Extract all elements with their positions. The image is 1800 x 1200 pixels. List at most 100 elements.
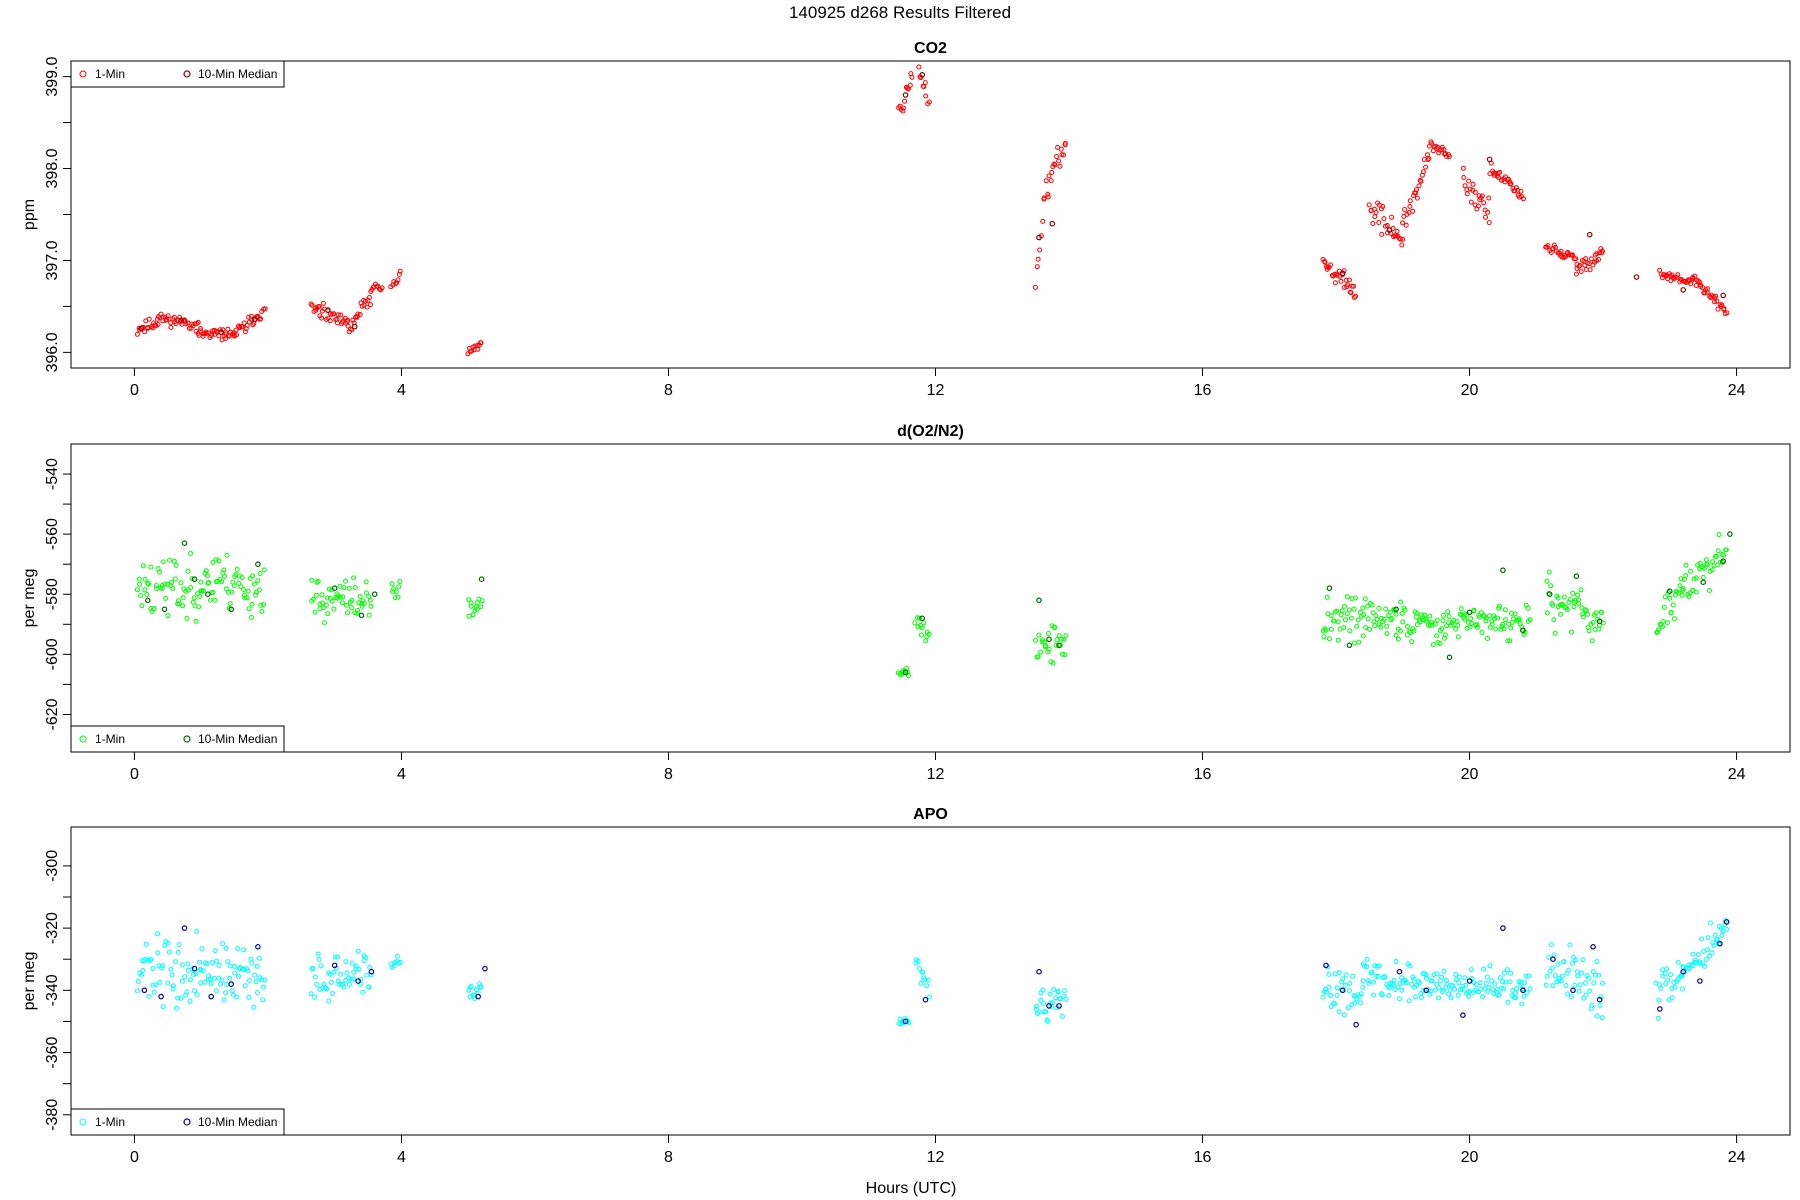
data-point-1-min xyxy=(1597,1003,1603,1008)
data-point-1-min xyxy=(1389,214,1395,220)
data-point-1-min xyxy=(1441,612,1446,618)
data-point-1-min xyxy=(232,970,238,976)
data-point-1-min xyxy=(1550,602,1556,608)
data-point-1-min xyxy=(900,105,906,111)
data-point-1-min xyxy=(468,603,474,609)
data-point-1-min xyxy=(1346,607,1352,613)
data-point-10-min-median xyxy=(1423,987,1430,994)
data-point-1-min xyxy=(1670,602,1676,608)
data-point-1-min xyxy=(1443,151,1448,157)
data-point-1-min xyxy=(1546,569,1552,575)
data-point-1-min xyxy=(1459,986,1465,992)
x-tick-label: 16 xyxy=(1194,1149,1212,1166)
data-point-1-min xyxy=(916,64,922,70)
data-point-1-min xyxy=(1697,961,1703,967)
data-point-1-min xyxy=(1665,620,1670,626)
data-point-1-min xyxy=(256,955,262,961)
data-point-1-min xyxy=(160,559,166,565)
data-point-1-min xyxy=(1508,625,1514,631)
data-point-1-min xyxy=(204,573,210,579)
data-point-10-min-median xyxy=(1396,968,1403,975)
data-point-1-min xyxy=(1483,980,1489,986)
data-point-1-min xyxy=(1570,252,1576,258)
data-point-1-min xyxy=(1388,617,1394,623)
legend: 1-Min 10-Min Median xyxy=(70,1108,285,1136)
data-point-1-min xyxy=(312,974,318,980)
x-tick-label: 24 xyxy=(1728,766,1746,783)
data-point-1-min xyxy=(1576,988,1582,994)
data-point-1-min xyxy=(1407,203,1413,209)
data-point-1-min xyxy=(1360,605,1366,611)
data-point-1-min xyxy=(192,988,198,994)
data-point-1-min xyxy=(1696,279,1702,285)
data-point-1-min xyxy=(1683,573,1689,578)
data-point-1-min xyxy=(1466,993,1472,999)
legend: 1-Min 10-Min Median xyxy=(70,725,285,753)
data-point-1-min xyxy=(1037,247,1043,253)
data-point-1-min xyxy=(1703,557,1709,563)
data-point-1-min xyxy=(1502,607,1508,613)
data-point-1-min xyxy=(336,981,342,987)
data-point-1-min xyxy=(341,984,347,990)
data-point-1-min xyxy=(195,319,201,325)
data-point-10-min-median xyxy=(228,981,235,987)
data-point-1-min xyxy=(1345,282,1350,288)
data-point-1-min xyxy=(229,988,235,994)
data-point-1-min xyxy=(1439,626,1445,632)
data-point-1-min xyxy=(255,990,260,996)
data-point-1-min xyxy=(368,972,374,978)
data-point-1-min xyxy=(168,324,174,330)
data-point-1-min xyxy=(924,983,930,989)
data-point-1-min xyxy=(1573,271,1579,277)
data-point-1-min xyxy=(202,979,208,985)
data-point-1-min xyxy=(1439,147,1445,153)
data-point-1-min xyxy=(902,98,908,104)
data-point-1-min xyxy=(368,302,373,308)
data-point-1-min xyxy=(206,973,212,979)
data-point-1-min xyxy=(1363,625,1369,631)
data-point-1-min xyxy=(1588,256,1594,262)
data-point-1-min xyxy=(1527,617,1533,623)
data-point-10-min-median xyxy=(331,585,338,592)
data-point-1-min xyxy=(1447,987,1453,993)
data-point-1-min xyxy=(350,317,356,323)
data-point-1-min xyxy=(1559,973,1565,979)
data-point-1-min xyxy=(1500,621,1506,627)
data-point-1-min xyxy=(393,589,399,595)
data-point-1-min xyxy=(1522,980,1528,986)
data-point-10-min-median xyxy=(255,943,261,950)
data-point-1-min xyxy=(356,600,362,606)
data-point-1-min xyxy=(1695,952,1701,958)
data-point-1-min xyxy=(247,576,253,581)
data-point-1-min xyxy=(1048,178,1054,184)
data-point-1-min xyxy=(223,586,229,592)
data-point-1-min xyxy=(1427,622,1433,628)
data-point-1-min xyxy=(1424,618,1429,624)
data-point-1-min xyxy=(1680,587,1686,593)
data-point-1-min xyxy=(1708,920,1713,926)
legend-box xyxy=(70,60,285,88)
data-point-1-min xyxy=(193,971,199,977)
data-point-1-min xyxy=(335,312,341,318)
data-point-1-min xyxy=(1384,623,1390,629)
data-point-1-min xyxy=(1413,190,1419,196)
data-point-1-min xyxy=(1343,277,1349,283)
data-point-1-min xyxy=(1376,220,1382,225)
data-point-1-min xyxy=(1478,986,1484,992)
data-point-1-min xyxy=(1668,972,1674,978)
data-point-1-min xyxy=(1338,612,1344,618)
data-point-1-min xyxy=(1586,975,1591,981)
data-point-1-min xyxy=(1062,652,1068,658)
data-point-1-min xyxy=(397,579,403,584)
data-point-1-min xyxy=(150,982,156,988)
data-point-1-min xyxy=(159,586,165,591)
data-point-1-min xyxy=(1414,187,1419,193)
figure-title: 140925 d268 Results Filtered xyxy=(789,3,1011,22)
data-point-10-min-median xyxy=(1323,962,1329,969)
data-point-1-min xyxy=(1342,982,1348,988)
x-axis-label: Hours (UTC) xyxy=(866,1180,957,1197)
data-point-1-min xyxy=(1479,630,1485,635)
data-point-1-min xyxy=(1483,615,1489,621)
data-point-1-min xyxy=(160,963,166,969)
data-point-1-min xyxy=(1054,154,1060,159)
